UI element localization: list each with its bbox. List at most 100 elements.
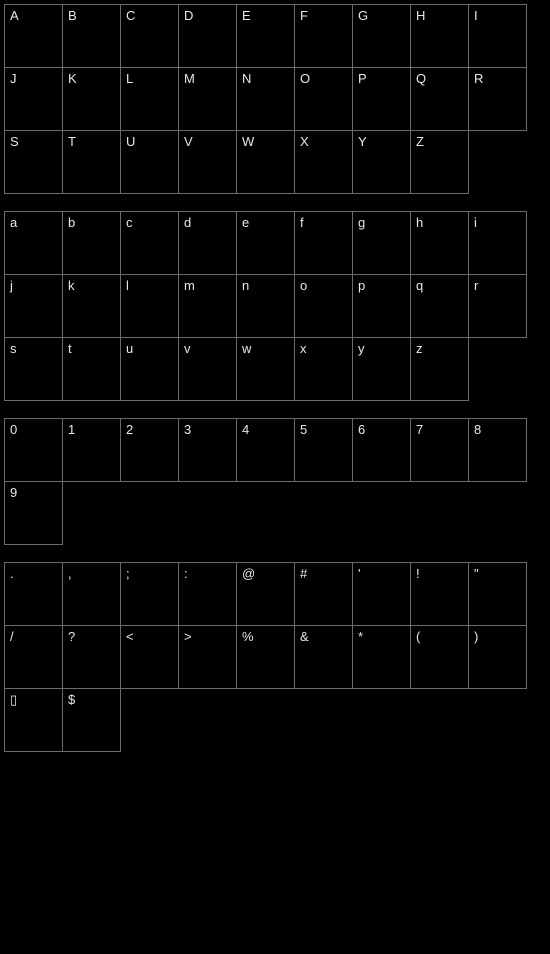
glyph-cell: L [120, 67, 179, 131]
glyph-cell: 0 [4, 418, 63, 482]
glyph-cell: u [120, 337, 179, 401]
glyph-cell: c [120, 211, 179, 275]
glyph-cell: 7 [410, 418, 469, 482]
glyph-cell-empty [352, 688, 411, 752]
glyph-cell: P [352, 67, 411, 131]
glyph-grid: 0123456789 [4, 418, 546, 544]
glyph-cell-empty [468, 337, 527, 401]
glyph-cell-empty [62, 481, 121, 545]
section-symbols: .,;:@#'!" /?<>%&*() ▯$ [4, 562, 546, 751]
glyph-cell: 5 [294, 418, 353, 482]
glyph-cell: * [352, 625, 411, 689]
section-digits: 0123456789 [4, 418, 546, 544]
glyph-cell-empty [178, 481, 237, 545]
glyph-cell: 1 [62, 418, 121, 482]
glyph-cell: x [294, 337, 353, 401]
glyph-cell: 3 [178, 418, 237, 482]
glyph-cell: / [4, 625, 63, 689]
glyph-cell-empty [236, 688, 295, 752]
glyph-cell: Y [352, 130, 411, 194]
glyph-cell: , [62, 562, 121, 626]
section-uppercase: ABCDEFGHIJKLMNOPQRSTUVWXYZ [4, 4, 546, 193]
glyph-cell: b [62, 211, 121, 275]
glyph-cell: M [178, 67, 237, 131]
glyph-cell: f [294, 211, 353, 275]
glyph-grid: ABCDEFGHIJKLMNOPQRSTUVWXYZ [4, 4, 546, 193]
glyph-cell: W [236, 130, 295, 194]
glyph-cell: @ [236, 562, 295, 626]
glyph-cell: 4 [236, 418, 295, 482]
glyph-cell: N [236, 67, 295, 131]
glyph-cell: j [4, 274, 63, 338]
glyph-cell: s [4, 337, 63, 401]
glyph-cell: ( [410, 625, 469, 689]
glyph-cell-empty [178, 688, 237, 752]
glyph-cell: # [294, 562, 353, 626]
glyph-cell: ; [120, 562, 179, 626]
glyph-cell: O [294, 67, 353, 131]
glyph-cell: C [120, 4, 179, 68]
glyph-cell: Q [410, 67, 469, 131]
glyph-cell: $ [62, 688, 121, 752]
glyph-cell: " [468, 562, 527, 626]
glyph-cell: h [410, 211, 469, 275]
glyph-cell: k [62, 274, 121, 338]
glyph-cell: w [236, 337, 295, 401]
glyph-cell: o [294, 274, 353, 338]
glyph-cell: ' [352, 562, 411, 626]
glyph-cell: Z [410, 130, 469, 194]
glyph-cell-empty [410, 688, 469, 752]
glyph-cell: 8 [468, 418, 527, 482]
glyph-cell: R [468, 67, 527, 131]
glyph-cell: p [352, 274, 411, 338]
glyph-cell: ! [410, 562, 469, 626]
glyph-grid: .,;:@#'!" /?<>%&*() ▯$ [4, 562, 546, 751]
glyph-cell: V [178, 130, 237, 194]
glyph-cell: K [62, 67, 121, 131]
glyph-cell: t [62, 337, 121, 401]
glyph-cell: G [352, 4, 411, 68]
glyph-cell: J [4, 67, 63, 131]
glyph-cell: ) [468, 625, 527, 689]
glyph-cell: 2 [120, 418, 179, 482]
glyph-cell-empty [294, 481, 353, 545]
glyph-cell-empty [352, 481, 411, 545]
glyph-cell: & [294, 625, 353, 689]
glyph-cell: r [468, 274, 527, 338]
glyph-cell: I [468, 4, 527, 68]
glyph-cell: m [178, 274, 237, 338]
glyph-cell: E [236, 4, 295, 68]
glyph-cell: n [236, 274, 295, 338]
glyph-cell: i [468, 211, 527, 275]
glyph-cell: X [294, 130, 353, 194]
glyph-cell: : [178, 562, 237, 626]
glyph-cell-empty [468, 481, 527, 545]
glyph-cell: B [62, 4, 121, 68]
glyph-cell: e [236, 211, 295, 275]
glyph-cell: z [410, 337, 469, 401]
glyph-cell: y [352, 337, 411, 401]
glyph-cell: . [4, 562, 63, 626]
glyph-cell: l [120, 274, 179, 338]
glyph-cell: a [4, 211, 63, 275]
glyph-cell: % [236, 625, 295, 689]
glyph-cell: > [178, 625, 237, 689]
glyph-cell-empty [120, 481, 179, 545]
section-lowercase: abcdefghijklmnopqrstuvwxyz [4, 211, 546, 400]
glyph-cell-empty [468, 688, 527, 752]
glyph-cell: q [410, 274, 469, 338]
glyph-cell: T [62, 130, 121, 194]
glyph-cell: D [178, 4, 237, 68]
glyph-cell-empty [294, 688, 353, 752]
glyph-cell: ? [62, 625, 121, 689]
glyph-cell: ▯ [4, 688, 63, 752]
glyph-cell-empty [468, 130, 527, 194]
glyph-cell: < [120, 625, 179, 689]
glyph-cell-empty [236, 481, 295, 545]
glyph-cell: S [4, 130, 63, 194]
glyph-cell: 9 [4, 481, 63, 545]
glyph-cell: g [352, 211, 411, 275]
glyph-cell: A [4, 4, 63, 68]
glyph-cell-empty [410, 481, 469, 545]
glyph-cell: U [120, 130, 179, 194]
